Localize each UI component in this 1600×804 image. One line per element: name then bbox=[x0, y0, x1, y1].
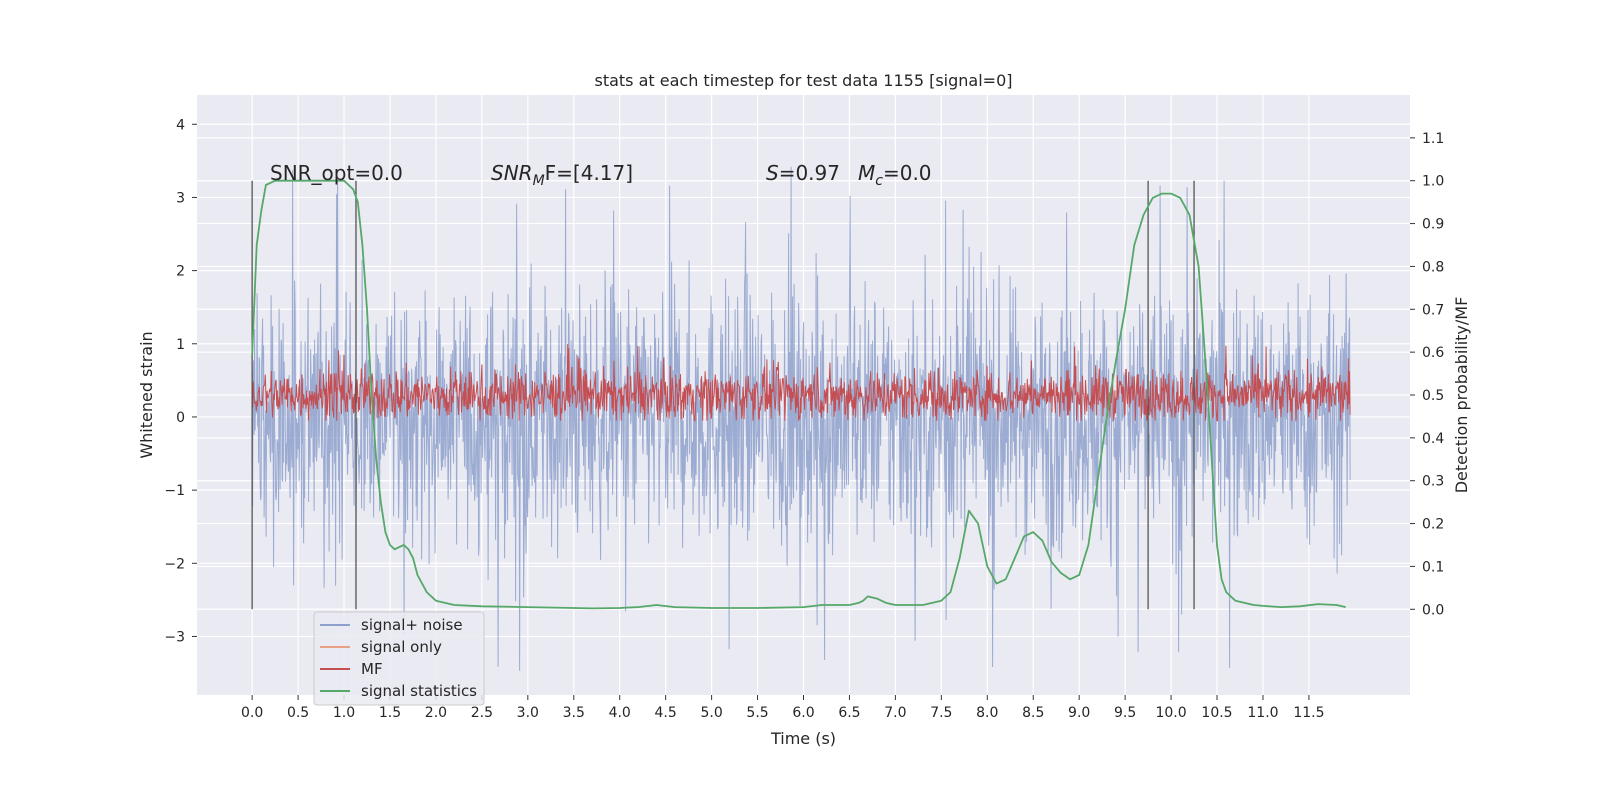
y-tick-label: −2 bbox=[164, 556, 185, 572]
x-tick-label: 10.5 bbox=[1201, 705, 1232, 721]
x-tick-label: 6.5 bbox=[838, 705, 860, 721]
y2-tick-label: 0.1 bbox=[1422, 559, 1444, 575]
y2-tick-label: 1.1 bbox=[1422, 131, 1444, 147]
signal-statistics-line bbox=[251, 179, 1346, 610]
annotation-s: S=0.97 bbox=[766, 161, 840, 185]
annotation-snr-mf-main: SNR bbox=[491, 161, 533, 185]
y2-axis-label: Detection probability/MF bbox=[1452, 297, 1471, 494]
x-tick-label: 1.0 bbox=[333, 705, 355, 721]
y2-tick-label: 0.8 bbox=[1422, 259, 1444, 275]
x-tick-label: 3.0 bbox=[517, 705, 539, 721]
legend: signal+ noise signal only MF signal statist… bbox=[313, 611, 485, 706]
annotation-mc-main: M bbox=[858, 161, 875, 185]
annotation-snr-opt: SNR_opt=0.0 bbox=[270, 161, 403, 185]
y-tick-label: 1 bbox=[176, 337, 185, 353]
y-tick-label: 2 bbox=[176, 264, 185, 280]
y-tick-label: 4 bbox=[176, 117, 185, 133]
annotation-snr-mf-sub: M bbox=[533, 173, 545, 189]
annotation-snr-mf: SNRMF=[4.17] bbox=[491, 161, 633, 189]
y2-tick-label: 0.3 bbox=[1422, 474, 1444, 490]
annotation-mc: Mc=0.0 bbox=[858, 161, 932, 189]
x-tick-label: 3.5 bbox=[563, 705, 585, 721]
x-tick-label: 8.5 bbox=[1022, 705, 1044, 721]
y-tick-label: −3 bbox=[164, 629, 185, 645]
legend-label: signal+ noise bbox=[361, 616, 463, 634]
y2-tick-label: 0.0 bbox=[1422, 602, 1444, 618]
y-axis-label: Whitened strain bbox=[137, 331, 156, 458]
x-tick-label: 4.5 bbox=[655, 705, 677, 721]
y-tick-label: −1 bbox=[164, 483, 185, 499]
x-tick-label: 0.0 bbox=[241, 705, 263, 721]
annotation-s-main: S bbox=[766, 161, 779, 185]
axis-ticks: 0.0 0.5 1.0 1.5 2.0 2.5 3.0 3.5 4.0 4.5 5.0 5.5 6.0 6… bbox=[164, 117, 1444, 721]
x-tick-label: 8.0 bbox=[976, 705, 998, 721]
x-tick-label: 11.5 bbox=[1293, 705, 1324, 721]
legend-label: signal statistics bbox=[361, 682, 477, 700]
y2-tick-label: 0.7 bbox=[1422, 302, 1444, 318]
vertical-markers bbox=[251, 180, 1195, 610]
x-tick-label: 4.0 bbox=[609, 705, 631, 721]
x-tick-label: 11.0 bbox=[1247, 705, 1278, 721]
y2-tick-label: 0.5 bbox=[1422, 388, 1444, 404]
y2-tick-label: 0.4 bbox=[1422, 431, 1444, 447]
x-tick-label: 6.0 bbox=[792, 705, 814, 721]
annotation-snr-mf-value: F=[4.17] bbox=[545, 161, 633, 185]
x-tick-label: 9.5 bbox=[1114, 705, 1136, 721]
y2-tick-label: 0.9 bbox=[1422, 217, 1444, 233]
series-mf bbox=[251, 343, 1351, 422]
y-tick-label: 3 bbox=[176, 190, 185, 206]
legend-label: MF bbox=[361, 660, 383, 678]
x-tick-label: 5.5 bbox=[746, 705, 768, 721]
y2-tick-label: 0.2 bbox=[1422, 517, 1444, 533]
x-tick-label: 10.0 bbox=[1155, 705, 1186, 721]
y2-tick-label: 0.6 bbox=[1422, 345, 1444, 361]
annotation-mc-sub: c bbox=[875, 173, 883, 189]
x-tick-label: 1.5 bbox=[379, 705, 401, 721]
x-tick-label: 7.0 bbox=[884, 705, 906, 721]
x-axis-label: Time (s) bbox=[770, 729, 836, 748]
legend-label: signal only bbox=[361, 638, 442, 656]
y2-tick-label: 1.0 bbox=[1422, 174, 1444, 190]
legend-frame bbox=[313, 611, 485, 706]
x-tick-label: 0.5 bbox=[287, 705, 309, 721]
x-tick-label: 7.5 bbox=[930, 705, 952, 721]
x-tick-label: 2.5 bbox=[471, 705, 493, 721]
x-tick-label: 5.0 bbox=[700, 705, 722, 721]
annotation-mc-value: =0.0 bbox=[883, 161, 932, 185]
x-tick-label: 2.0 bbox=[425, 705, 447, 721]
mf-line bbox=[251, 343, 1351, 422]
annotation-s-value: =0.97 bbox=[779, 161, 840, 185]
chart-title: stats at each timestep for test data 115… bbox=[594, 71, 1012, 90]
series-signal-statistics bbox=[251, 179, 1346, 610]
y-tick-label: 0 bbox=[176, 410, 185, 426]
x-tick-label: 9.0 bbox=[1068, 705, 1090, 721]
